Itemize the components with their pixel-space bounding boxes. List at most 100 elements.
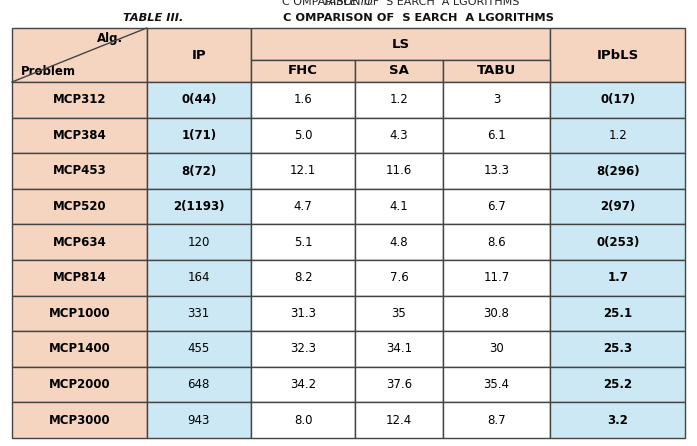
Bar	[12, 28, 146, 82]
Bar	[443, 296, 551, 331]
Text: 2(1193): 2(1193)	[173, 200, 224, 213]
Text: 3: 3	[493, 93, 500, 106]
Bar	[12, 331, 146, 367]
Text: 455: 455	[187, 343, 210, 355]
Bar	[551, 367, 685, 402]
Text: 13.3: 13.3	[484, 165, 510, 178]
Text: 1.2: 1.2	[390, 93, 408, 106]
Bar	[443, 260, 551, 296]
Text: 11.6: 11.6	[386, 165, 412, 178]
Text: 1.2: 1.2	[608, 129, 627, 142]
Text: 8.2: 8.2	[293, 271, 312, 284]
Text: 0(253): 0(253)	[596, 235, 639, 249]
Text: FHC: FHC	[288, 65, 318, 78]
Bar	[12, 260, 146, 296]
Text: 6.7: 6.7	[487, 200, 506, 213]
Bar	[355, 331, 443, 367]
Bar	[12, 224, 146, 260]
Bar	[551, 153, 685, 189]
Text: 0(17): 0(17)	[600, 93, 635, 106]
Bar	[443, 118, 551, 153]
Text: 35: 35	[392, 307, 406, 320]
Bar	[443, 82, 551, 118]
Bar	[251, 367, 355, 402]
Bar	[551, 118, 685, 153]
Bar	[251, 296, 355, 331]
Text: 37.6: 37.6	[386, 378, 412, 391]
Bar	[443, 60, 551, 82]
Bar	[355, 224, 443, 260]
Text: 8.0: 8.0	[294, 414, 312, 427]
Bar	[146, 260, 251, 296]
Bar	[551, 189, 685, 224]
Bar	[146, 28, 251, 82]
Text: 8.6: 8.6	[487, 235, 506, 249]
Bar	[146, 189, 251, 224]
Bar	[443, 331, 551, 367]
Bar	[355, 118, 443, 153]
Text: 0(44): 0(44)	[181, 93, 217, 106]
Text: TABLE III.: TABLE III.	[123, 13, 183, 23]
Bar	[355, 260, 443, 296]
Bar	[551, 402, 685, 438]
Text: 31.3: 31.3	[290, 307, 316, 320]
Text: IPbLS: IPbLS	[597, 49, 639, 62]
Text: 12.1: 12.1	[290, 165, 316, 178]
Bar	[251, 118, 355, 153]
Bar	[146, 118, 251, 153]
Text: 8.7: 8.7	[487, 414, 506, 427]
Text: MCP1000: MCP1000	[49, 307, 110, 320]
Bar	[355, 60, 443, 82]
Bar	[551, 296, 685, 331]
Text: 25.1: 25.1	[603, 307, 632, 320]
Bar	[355, 189, 443, 224]
Text: 943: 943	[187, 414, 210, 427]
Text: C OMPARISON OF  S EARCH  A LGORITHMS: C OMPARISON OF S EARCH A LGORITHMS	[283, 13, 553, 23]
Text: 8(296): 8(296)	[596, 165, 640, 178]
Bar	[146, 296, 251, 331]
Text: 25.2: 25.2	[603, 378, 632, 391]
Bar	[443, 402, 551, 438]
Text: 35.4: 35.4	[484, 378, 510, 391]
Bar	[355, 82, 443, 118]
Bar	[12, 296, 146, 331]
Text: MCP520: MCP520	[52, 200, 106, 213]
Text: 6.1: 6.1	[487, 129, 506, 142]
Bar	[12, 402, 146, 438]
Text: MCP312: MCP312	[52, 93, 106, 106]
Bar	[251, 189, 355, 224]
Text: 164: 164	[187, 271, 210, 284]
Text: MCP1400: MCP1400	[48, 343, 110, 355]
Text: 11.7: 11.7	[484, 271, 510, 284]
Text: Alg.: Alg.	[97, 32, 123, 45]
Text: 12.4: 12.4	[386, 414, 412, 427]
Bar	[551, 224, 685, 260]
Bar	[251, 28, 551, 60]
Bar	[12, 118, 146, 153]
Bar	[146, 402, 251, 438]
Text: 34.2: 34.2	[290, 378, 316, 391]
Bar	[551, 28, 685, 82]
Text: TABU: TABU	[477, 65, 516, 78]
Text: MCP814: MCP814	[52, 271, 106, 284]
Text: TABLE III.: TABLE III.	[323, 0, 374, 7]
Bar	[146, 331, 251, 367]
Text: MCP3000: MCP3000	[49, 414, 110, 427]
Text: 1.6: 1.6	[293, 93, 312, 106]
Text: SA: SA	[389, 65, 409, 78]
Text: 648: 648	[187, 378, 210, 391]
Bar	[551, 82, 685, 118]
Bar	[251, 153, 355, 189]
Text: LS: LS	[392, 37, 410, 50]
Text: 5.1: 5.1	[293, 235, 312, 249]
Text: C OMPARISON OF  S EARCH  A LGORITHMS: C OMPARISON OF S EARCH A LGORITHMS	[177, 0, 520, 7]
Text: 4.8: 4.8	[390, 235, 408, 249]
Text: 4.3: 4.3	[390, 129, 408, 142]
Bar	[146, 82, 251, 118]
Bar	[12, 367, 146, 402]
Bar	[443, 153, 551, 189]
Bar	[251, 331, 355, 367]
Bar	[355, 402, 443, 438]
Text: 7.6: 7.6	[390, 271, 408, 284]
Bar	[443, 224, 551, 260]
